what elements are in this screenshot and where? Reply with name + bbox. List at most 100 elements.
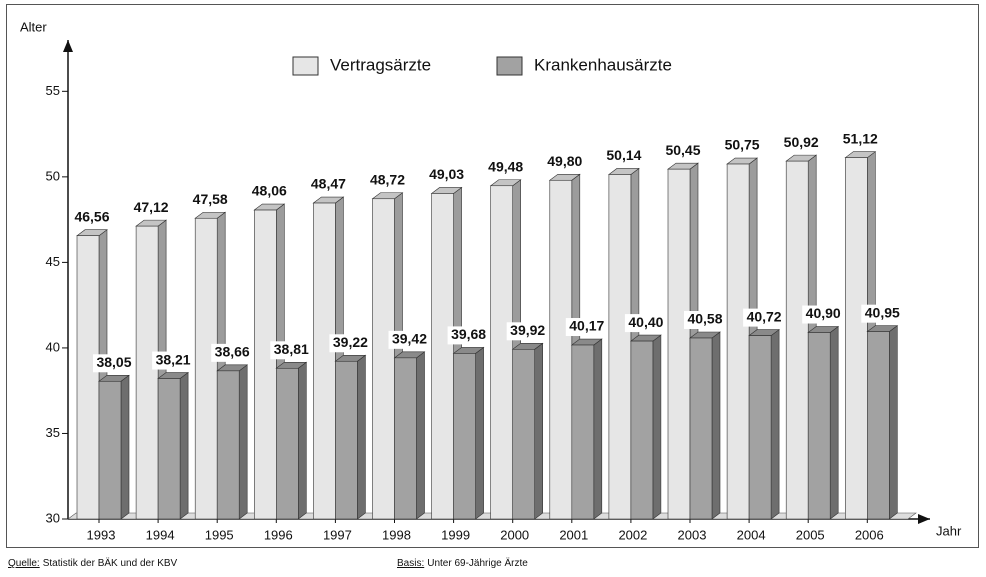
y-axis-label: Alter [20, 19, 47, 34]
value-label: 50,75 [725, 137, 760, 153]
bar [667, 168, 691, 520]
x-axis-label: Jahr [936, 523, 962, 538]
bar [785, 160, 809, 520]
value-label-bg [329, 334, 372, 353]
bar-side [652, 334, 662, 520]
value-label: 40,17 [569, 318, 604, 334]
bar [490, 185, 514, 520]
bar-side [593, 338, 603, 520]
y-tick-label: 30 [46, 510, 60, 525]
value-label: 38,66 [215, 344, 250, 360]
bar [512, 348, 536, 520]
legend-swatch [292, 56, 319, 76]
value-label-bg [447, 326, 490, 345]
value-label: 38,05 [96, 354, 131, 370]
value-label: 47,12 [134, 199, 169, 215]
bar [157, 378, 181, 520]
bar-side [297, 361, 307, 520]
value-label: 48,47 [311, 176, 346, 192]
value-label: 47,58 [193, 191, 228, 207]
bar [313, 202, 336, 520]
bar [275, 367, 299, 520]
x-tick-label: 2002 [618, 527, 647, 542]
source-note: Quelle: Statistik der BÄK und der KBV [8, 557, 178, 569]
bar-side [238, 364, 248, 520]
bar-side [416, 351, 425, 520]
x-tick-label: 2006 [855, 527, 884, 542]
x-tick-label: 2004 [737, 527, 766, 542]
legend-swatch [496, 56, 523, 76]
value-label: 39,92 [510, 322, 545, 338]
bar [807, 332, 831, 520]
legend-label: Vertragsärzte [330, 55, 431, 74]
value-label-bg [684, 311, 726, 330]
bar-side [120, 374, 130, 520]
bar-side [475, 346, 484, 520]
value-label: 39,22 [333, 334, 368, 350]
value-label-bg [802, 305, 845, 324]
y-axis-arrow [63, 40, 73, 52]
bar [748, 335, 772, 520]
value-label-bg [565, 318, 608, 337]
value-label: 40,90 [806, 305, 841, 321]
value-label: 49,03 [429, 166, 464, 182]
bar [689, 337, 713, 520]
bar [98, 380, 122, 520]
bar-side [770, 329, 780, 520]
value-label: 50,14 [606, 147, 641, 163]
bar [866, 331, 890, 520]
bar [216, 370, 240, 520]
bar [431, 193, 454, 520]
bar [194, 217, 218, 520]
x-tick-label: 1993 [87, 527, 116, 542]
frame [6, 4, 979, 548]
value-label-bg [506, 322, 549, 341]
x-tick-label: 1997 [323, 527, 352, 542]
bar [254, 209, 277, 520]
basis-label: Basis: [397, 558, 424, 569]
value-label: 49,48 [488, 158, 523, 174]
basis-note: Basis: Unter 69-Jährige Ärzte [397, 557, 528, 569]
bar [453, 353, 476, 520]
value-label: 51,12 [843, 130, 878, 146]
value-label: 48,72 [370, 171, 405, 187]
bar-side [534, 342, 544, 520]
bar-side [179, 371, 189, 520]
x-tick-label: 1995 [205, 527, 234, 542]
y-tick-label: 50 [46, 168, 60, 183]
bar-side [357, 354, 366, 520]
y-tick-label: 45 [46, 254, 60, 269]
bar [571, 344, 595, 520]
y-tick-label: 55 [46, 83, 60, 98]
bar [608, 174, 632, 520]
x-tick-label: 1998 [382, 527, 411, 542]
value-label: 49,80 [547, 153, 582, 169]
bar [549, 179, 573, 520]
bar [394, 357, 417, 520]
value-label: 40,40 [628, 314, 663, 330]
x-tick-label: 2003 [678, 527, 707, 542]
value-label: 39,42 [392, 331, 427, 347]
bar [630, 340, 654, 520]
value-label-bg [624, 314, 667, 333]
x-axis-arrow [918, 514, 930, 524]
bar-side [711, 331, 721, 520]
x-tick-label: 1996 [264, 527, 293, 542]
value-label-bg [152, 351, 195, 370]
bar [372, 198, 395, 520]
value-label-bg [93, 354, 135, 373]
x-tick-label: 1999 [441, 527, 470, 542]
value-label: 46,56 [74, 208, 109, 224]
value-label: 50,92 [784, 134, 819, 150]
value-label: 48,06 [252, 183, 287, 199]
value-label: 39,68 [451, 326, 486, 342]
value-label-bg [270, 341, 313, 360]
value-label: 40,72 [747, 308, 782, 324]
y-tick-label: 35 [46, 425, 60, 440]
x-tick-label: 2005 [796, 527, 825, 542]
value-label: 40,58 [687, 311, 722, 327]
value-label: 38,81 [274, 341, 309, 357]
bar [726, 163, 750, 520]
value-label-bg [211, 343, 254, 362]
